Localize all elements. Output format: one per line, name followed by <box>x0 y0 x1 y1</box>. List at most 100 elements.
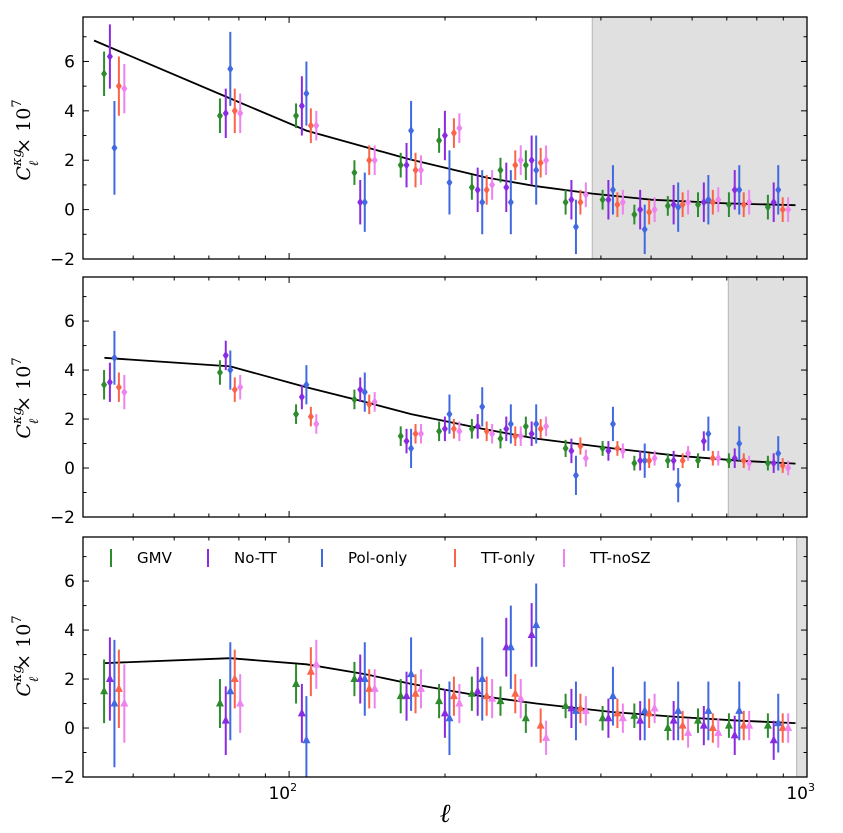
data-point <box>640 705 649 714</box>
data-point <box>543 421 550 431</box>
data-point <box>361 197 368 207</box>
x-axis-label: ℓ <box>440 799 451 829</box>
data-point <box>651 205 658 215</box>
data-point <box>357 197 364 207</box>
data-point <box>101 380 108 390</box>
data-point <box>360 674 369 683</box>
data-point <box>785 463 792 473</box>
data-point <box>704 705 713 714</box>
data-point <box>567 703 576 712</box>
data-point <box>775 185 782 195</box>
data-point <box>695 200 702 210</box>
data-point <box>446 409 453 419</box>
legend-label: TT-only <box>480 549 535 567</box>
series-tt-only <box>115 372 786 473</box>
data-point <box>227 64 234 74</box>
data-point <box>775 448 782 458</box>
data-point <box>618 713 627 722</box>
legend-entry-no-tt: No-TT <box>207 549 278 567</box>
data-point <box>577 197 584 207</box>
data-point <box>111 353 118 363</box>
data-point <box>521 713 530 722</box>
data-point <box>670 456 677 466</box>
data-point <box>351 168 358 178</box>
legend-label: Pol-only <box>348 549 407 567</box>
data-point <box>636 715 645 724</box>
data-point <box>740 200 747 210</box>
data-point <box>396 691 405 700</box>
data-point <box>366 399 373 409</box>
data-point <box>641 224 648 234</box>
data-point <box>724 720 733 729</box>
data-point <box>715 195 722 205</box>
data-point <box>293 409 300 419</box>
data-point <box>106 377 113 387</box>
data-point <box>298 392 305 402</box>
data-point <box>403 436 410 446</box>
data-point <box>231 385 238 395</box>
y-axis-label-top: Cκg ℓ× 107 <box>10 99 42 180</box>
data-point <box>699 720 708 729</box>
data-point <box>542 732 551 741</box>
data-point <box>769 735 778 744</box>
data-point <box>110 698 119 707</box>
data-point <box>562 443 569 453</box>
series-pol-only <box>111 330 782 503</box>
data-point <box>605 446 612 456</box>
data-point <box>619 446 626 456</box>
data-point <box>350 674 359 683</box>
data-point <box>441 424 448 434</box>
data-point <box>483 185 490 195</box>
series-no-tt <box>106 340 777 473</box>
data-point <box>503 182 510 192</box>
data-point <box>488 693 497 702</box>
data-point <box>650 703 659 712</box>
data-point <box>441 131 448 141</box>
y-tick-label: 0 <box>64 201 75 221</box>
series-pol-only <box>110 583 783 777</box>
data-point <box>436 426 443 436</box>
data-point <box>351 394 358 404</box>
y-axis-label-middle: Cκg ℓ× 107 <box>10 357 42 438</box>
series-tt-nosz <box>121 374 792 476</box>
data-point <box>532 620 541 629</box>
data-point <box>637 205 644 215</box>
data-point <box>598 713 607 722</box>
x-tick-labels: 102 103 <box>268 781 815 804</box>
data-point <box>572 470 579 480</box>
data-point <box>307 121 314 131</box>
data-point <box>306 666 315 675</box>
data-point <box>115 81 122 91</box>
data-point <box>528 429 535 439</box>
data-point <box>100 686 109 695</box>
data-point <box>222 350 229 360</box>
data-point <box>630 710 639 719</box>
data-point <box>543 155 550 165</box>
data-point <box>705 195 712 205</box>
data-point <box>675 480 682 490</box>
data-point <box>663 723 672 732</box>
data-point <box>577 441 584 451</box>
data-point <box>619 197 626 207</box>
data-point <box>709 453 716 463</box>
y-tick-label: 6 <box>64 312 75 332</box>
data-point <box>770 197 777 207</box>
data-point <box>533 165 540 175</box>
data-point <box>450 128 457 138</box>
data-point <box>237 108 244 118</box>
legend-entry-tt-only: TT-only <box>454 549 535 567</box>
data-point <box>779 205 786 215</box>
data-point <box>215 698 224 707</box>
data-point <box>568 446 575 456</box>
data-point <box>675 202 682 212</box>
data-point <box>507 197 514 207</box>
data-point <box>645 708 654 717</box>
data-point <box>679 200 686 210</box>
data-point <box>533 419 540 429</box>
data-point <box>582 190 589 200</box>
data-point <box>417 165 424 175</box>
data-point <box>651 453 658 463</box>
data-point <box>516 693 525 702</box>
data-point <box>637 456 644 466</box>
